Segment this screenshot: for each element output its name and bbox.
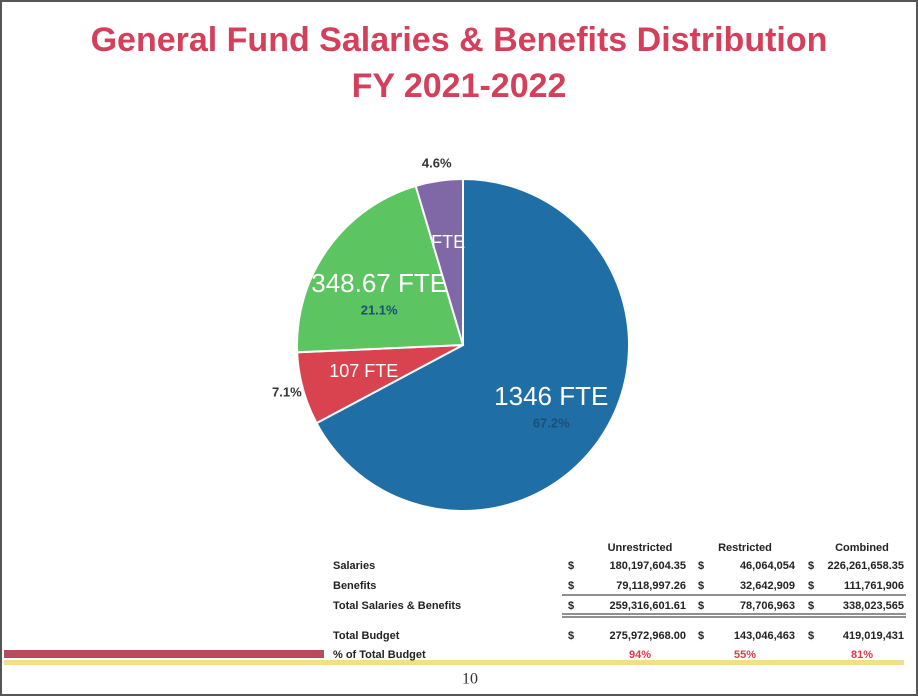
table-cell: 55% [734, 649, 756, 661]
table-cell: $ [808, 630, 814, 642]
table-cell: % of Total Budget [333, 649, 426, 661]
slice-percent: 4.6% [422, 156, 452, 171]
pie-slice [296, 184, 465, 354]
table-cell: 32,642,909 [740, 580, 795, 592]
table-cell: 180,197,604.35 [610, 560, 686, 572]
table-cell: Total Budget [333, 630, 400, 642]
table-cell: $ [808, 600, 814, 612]
table-cell: Salaries [333, 560, 375, 572]
chart-subtitle: FY 2021-2022 [352, 67, 567, 105]
table-cell: 81% [851, 649, 873, 661]
table-cell: $ [568, 560, 574, 572]
table-cell: Total Salaries & Benefits [333, 600, 461, 612]
table-cell: $ [698, 560, 704, 572]
slice-percent: 7.1% [272, 385, 302, 400]
table-cell: 94% [629, 649, 651, 661]
slice-percent: 67.2% [533, 415, 570, 430]
table-cell: Benefits [333, 580, 376, 592]
table-cell: 275,972,968.00 [610, 630, 686, 642]
slice-label: 107 FTE [329, 361, 398, 381]
pie-slice [315, 177, 630, 512]
decor-bar [4, 650, 324, 658]
table-cell: $ [698, 600, 704, 612]
slice-label: 348.67 FTE [311, 268, 447, 298]
chart-title: General Fund Salaries & Benefits Distrib… [91, 21, 828, 59]
pie-slice [414, 177, 464, 346]
table-cell: $ [568, 600, 574, 612]
table-header: Unrestricted [608, 542, 673, 554]
table-cell: 259,316,601.61 [610, 600, 686, 612]
table-header: Restricted [718, 542, 772, 554]
table-cell: 111,761,906 [844, 580, 904, 592]
table-cell: 79,118,997.26 [616, 580, 686, 592]
table-cell: 143,046,463 [734, 630, 795, 642]
table-cell: 226,261,658.35 [828, 560, 904, 572]
table-header: Combined [835, 542, 889, 554]
slice-label: FTE [431, 232, 465, 252]
table-cell: $ [698, 630, 704, 642]
table-cell: $ [568, 630, 574, 642]
table-cell: 78,706,963 [740, 600, 795, 612]
table-cell: $ [808, 580, 814, 592]
slice-label: 1346 FTE [494, 381, 608, 411]
table-cell: $ [568, 580, 574, 592]
table-cell: 419,019,431 [843, 630, 904, 642]
table-cell: 338,023,565 [843, 600, 904, 612]
table-cell: 46,064,054 [740, 560, 796, 572]
table-cell: $ [808, 560, 814, 572]
slice-percent: 21.1% [361, 303, 398, 318]
decor-bar [4, 660, 904, 665]
page-number: 10 [462, 671, 478, 688]
table-cell: $ [698, 580, 704, 592]
